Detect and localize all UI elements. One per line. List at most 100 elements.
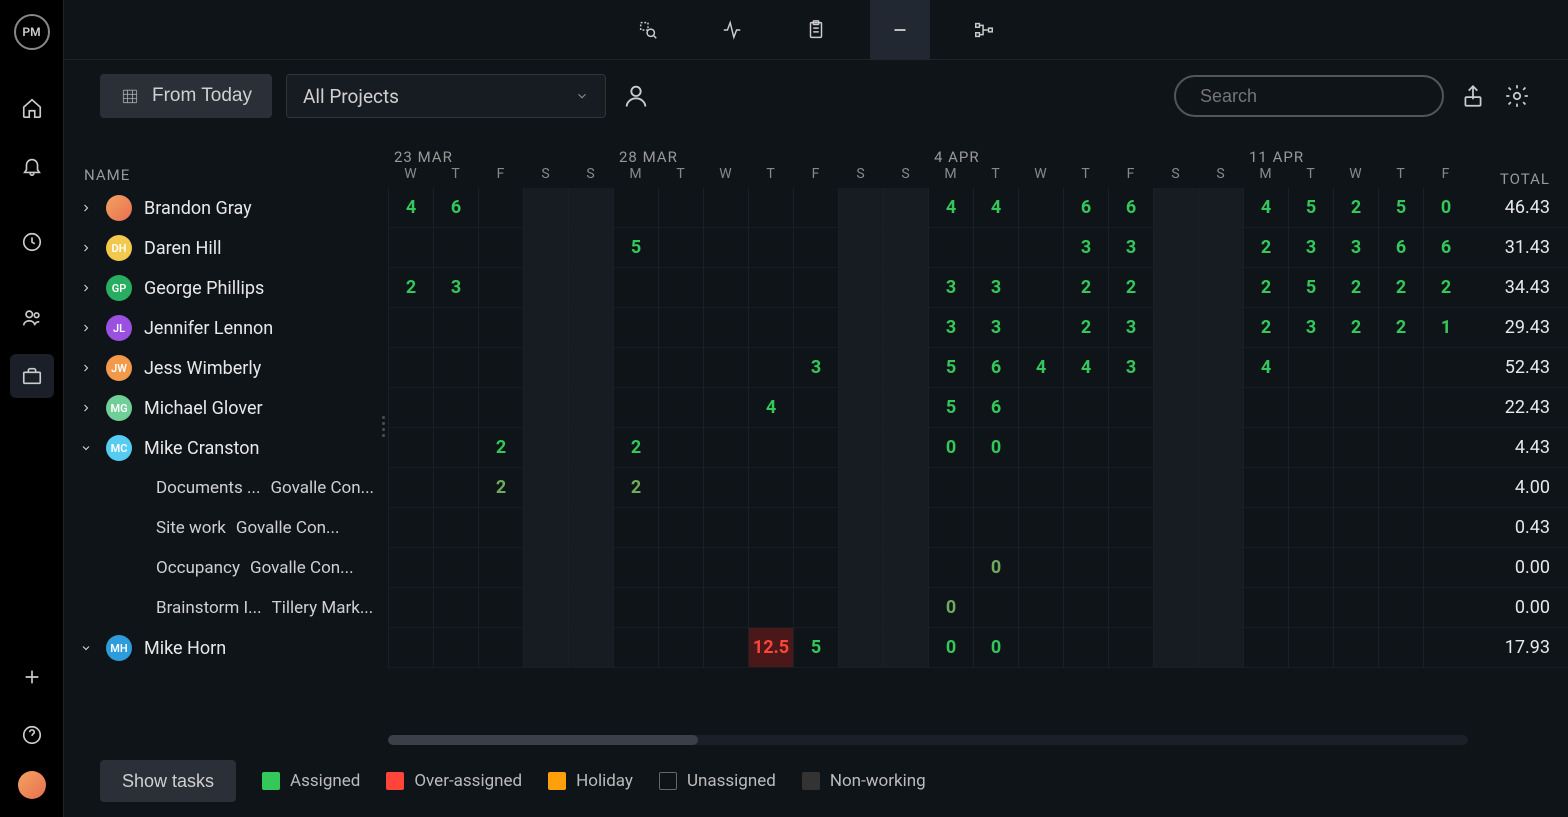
workload-cell[interactable] <box>658 308 703 348</box>
workload-cell[interactable] <box>1378 588 1423 628</box>
workload-cell[interactable] <box>703 348 748 388</box>
workload-cell[interactable]: 3 <box>1333 228 1378 268</box>
workload-cell[interactable] <box>433 228 478 268</box>
workload-cell[interactable] <box>793 188 838 228</box>
workload-cell[interactable] <box>838 188 883 228</box>
workload-cell[interactable] <box>793 308 838 348</box>
workload-cell[interactable] <box>838 428 883 468</box>
workload-cell[interactable] <box>1153 268 1198 308</box>
workload-cell[interactable] <box>1198 428 1243 468</box>
workload-cell[interactable]: 6 <box>973 348 1018 388</box>
workload-cell[interactable] <box>838 308 883 348</box>
workload-cell[interactable] <box>883 188 928 228</box>
workload-cell[interactable] <box>1378 548 1423 588</box>
view-timeline-icon[interactable] <box>870 0 930 60</box>
workload-cell[interactable]: 3 <box>1108 228 1153 268</box>
workload-cell[interactable] <box>1153 348 1198 388</box>
workload-cell[interactable] <box>1333 388 1378 428</box>
workload-cell[interactable]: 3 <box>1288 308 1333 348</box>
workload-cell[interactable] <box>523 548 568 588</box>
workload-cell[interactable] <box>1333 508 1378 548</box>
expand-chevron-icon[interactable] <box>78 642 94 654</box>
workload-cell[interactable] <box>703 588 748 628</box>
task-row[interactable]: Documents ...Govalle Con... <box>64 468 388 508</box>
workload-cell[interactable] <box>1288 548 1333 588</box>
workload-cell[interactable] <box>523 428 568 468</box>
workload-cell[interactable] <box>703 508 748 548</box>
workload-cell[interactable]: 2 <box>1063 268 1108 308</box>
workload-cell[interactable] <box>1153 468 1198 508</box>
workload-cell[interactable] <box>1423 588 1468 628</box>
task-row[interactable]: Brainstorm I...Tillery Mark... <box>64 588 388 628</box>
workload-cell[interactable] <box>1198 348 1243 388</box>
workload-cell[interactable] <box>433 308 478 348</box>
workload-cell[interactable]: 3 <box>433 268 478 308</box>
workload-cell[interactable] <box>793 508 838 548</box>
person-row[interactable]: MHMike Horn <box>64 628 388 668</box>
workload-cell[interactable] <box>1198 508 1243 548</box>
workload-cell[interactable] <box>1018 308 1063 348</box>
workload-cell[interactable] <box>478 188 523 228</box>
workload-cell[interactable] <box>1423 388 1468 428</box>
workload-cell[interactable]: 3 <box>1108 348 1153 388</box>
workload-cell[interactable]: 3 <box>973 268 1018 308</box>
workload-cell[interactable] <box>613 508 658 548</box>
workload-cell[interactable]: 0 <box>928 628 973 668</box>
workload-cell[interactable]: 3 <box>1288 228 1333 268</box>
workload-cell[interactable] <box>1288 508 1333 548</box>
workload-cell[interactable] <box>703 268 748 308</box>
workload-cell[interactable] <box>703 188 748 228</box>
workload-cell[interactable] <box>1333 428 1378 468</box>
workload-cell[interactable] <box>1288 428 1333 468</box>
workload-cell[interactable] <box>1378 468 1423 508</box>
column-resize-handle[interactable] <box>382 416 385 437</box>
workload-cell[interactable] <box>973 588 1018 628</box>
workload-cell[interactable] <box>478 588 523 628</box>
workload-cell[interactable]: 2 <box>388 268 433 308</box>
workload-cell[interactable] <box>568 428 613 468</box>
workload-cell[interactable] <box>388 628 433 668</box>
workload-cell[interactable] <box>1198 388 1243 428</box>
workload-cell[interactable]: 6 <box>1378 228 1423 268</box>
workload-cell[interactable] <box>1018 188 1063 228</box>
workload-cell[interactable] <box>433 588 478 628</box>
workload-cell[interactable] <box>1378 348 1423 388</box>
workload-cell[interactable] <box>1018 588 1063 628</box>
workload-cell[interactable] <box>1288 588 1333 628</box>
workload-cell[interactable] <box>523 268 568 308</box>
workload-cell[interactable] <box>703 628 748 668</box>
workload-cell[interactable] <box>793 268 838 308</box>
workload-cell[interactable]: 4 <box>1063 348 1108 388</box>
workload-cell[interactable] <box>1423 508 1468 548</box>
workload-cell[interactable] <box>1378 388 1423 428</box>
workload-cell[interactable]: 12.5 <box>748 628 793 668</box>
workload-cell[interactable] <box>658 188 703 228</box>
workload-cell[interactable]: 6 <box>1108 188 1153 228</box>
workload-cell[interactable]: 4 <box>388 188 433 228</box>
workload-cell[interactable]: 5 <box>1378 188 1423 228</box>
expand-chevron-icon[interactable] <box>78 322 94 334</box>
workload-cell[interactable] <box>478 228 523 268</box>
person-row[interactable]: MGMichael Glover <box>64 388 388 428</box>
workload-cell[interactable] <box>568 228 613 268</box>
workload-cell[interactable] <box>883 588 928 628</box>
workload-cell[interactable]: 2 <box>1423 268 1468 308</box>
workload-cell[interactable] <box>478 548 523 588</box>
workload-cell[interactable] <box>658 508 703 548</box>
workload-cell[interactable]: 6 <box>433 188 478 228</box>
workload-cell[interactable] <box>838 628 883 668</box>
workload-cell[interactable] <box>748 188 793 228</box>
workload-cell[interactable] <box>793 588 838 628</box>
workload-cell[interactable]: 0 <box>973 628 1018 668</box>
workload-cell[interactable] <box>748 588 793 628</box>
workload-cell[interactable] <box>838 268 883 308</box>
workload-cell[interactable] <box>1018 508 1063 548</box>
workload-cell[interactable] <box>1333 348 1378 388</box>
workload-cell[interactable]: 2 <box>1333 308 1378 348</box>
workload-cell[interactable] <box>1063 428 1108 468</box>
workload-cell[interactable] <box>613 188 658 228</box>
workload-cell[interactable] <box>433 388 478 428</box>
workload-cell[interactable] <box>388 508 433 548</box>
workload-cell[interactable] <box>1333 548 1378 588</box>
workload-cell[interactable] <box>838 388 883 428</box>
